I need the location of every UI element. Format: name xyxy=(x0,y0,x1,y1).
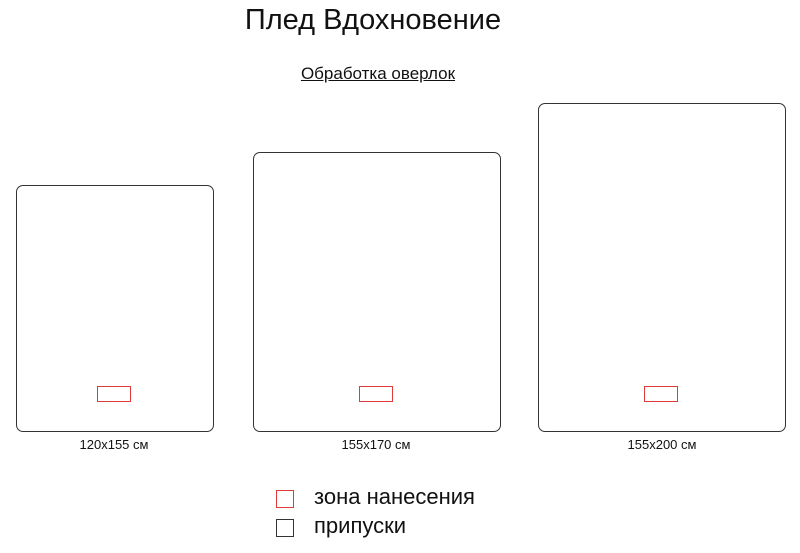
blanket-outline-medium xyxy=(253,152,501,432)
legend-print-zone-label: зона нанесения xyxy=(314,484,475,509)
print-zone-small xyxy=(97,386,131,402)
print-zone-large xyxy=(644,386,678,402)
legend-allowance-swatch xyxy=(276,519,294,537)
legend-print-zone-swatch xyxy=(276,490,294,508)
blanket-outline-large xyxy=(538,103,786,432)
size-label-medium: 155x170 см xyxy=(341,437,411,452)
legend-allowance-label: припуски xyxy=(314,513,407,538)
print-zone-medium xyxy=(359,386,393,402)
blanket-outline-small xyxy=(16,185,214,432)
subtitle: Обработка оверлок xyxy=(300,64,456,83)
size-label-small: 120x155 см xyxy=(79,437,149,452)
page-title: Плед Вдохновение xyxy=(244,4,502,36)
size-label-large: 155x200 см xyxy=(627,437,697,452)
